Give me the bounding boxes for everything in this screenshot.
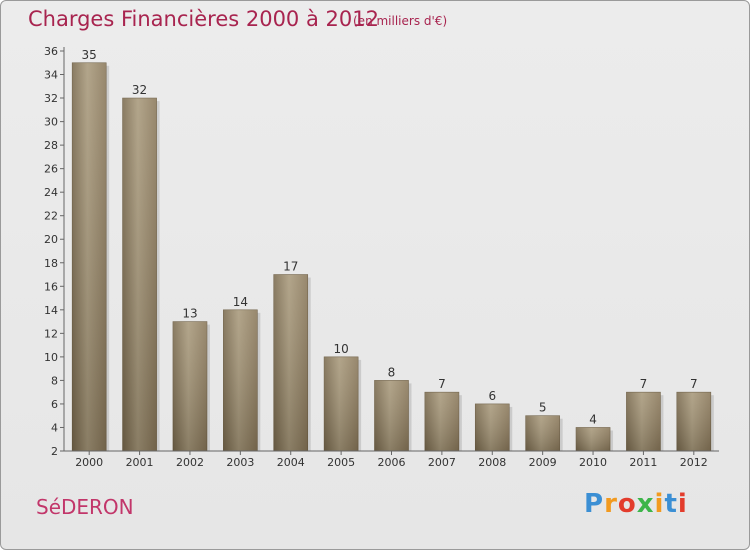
x-tick-label: 2005: [327, 456, 355, 469]
data-label: 10: [333, 342, 348, 356]
logo-letter: x: [636, 489, 655, 519]
chart-subtitle: (en milliers d'€): [353, 14, 448, 28]
data-label: 14: [233, 295, 248, 309]
y-tick-label: 16: [44, 280, 58, 293]
logo-letter: t: [664, 489, 678, 519]
y-tick-label: 32: [44, 92, 58, 105]
data-label: 7: [690, 377, 698, 391]
logo-letter: P: [584, 489, 605, 519]
bar-shade: [626, 392, 661, 451]
x-tick-label: 2008: [478, 456, 506, 469]
data-label: 32: [132, 83, 147, 97]
y-tick-label: 36: [44, 45, 58, 58]
bar-shade: [475, 403, 510, 451]
data-label: 8: [388, 365, 396, 379]
bar-shade: [525, 415, 560, 451]
bar-shade: [72, 62, 107, 451]
x-tick-label: 2009: [529, 456, 557, 469]
x-tick-label: 2004: [277, 456, 305, 469]
data-label: 6: [488, 389, 496, 403]
bar-shade: [576, 427, 611, 451]
y-tick-label: 20: [44, 233, 58, 246]
bar-shade: [273, 274, 308, 451]
y-tick-label: 28: [44, 139, 58, 152]
logo-letter: o: [617, 489, 637, 519]
data-label: 5: [539, 401, 547, 415]
proxiti-logo: Proxiti: [584, 489, 688, 519]
commune-name: SéDERON: [36, 495, 134, 519]
data-label: 35: [82, 48, 97, 62]
bar-shade: [172, 321, 207, 451]
x-tick-label: 2000: [75, 456, 103, 469]
y-tick-label: 22: [44, 210, 58, 223]
y-tick-label: 14: [44, 304, 58, 317]
logo-letter: i: [654, 489, 665, 519]
data-label: 13: [182, 307, 197, 321]
x-tick-label: 2006: [378, 456, 406, 469]
data-label: 7: [438, 377, 446, 391]
x-tick-label: 2010: [579, 456, 607, 469]
bar-shade: [324, 356, 359, 451]
x-tick-label: 2002: [176, 456, 204, 469]
y-tick-label: 26: [44, 163, 58, 176]
y-tick-label: 4: [51, 421, 58, 434]
logo-letter: r: [604, 489, 618, 519]
y-tick-label: 6: [51, 398, 58, 411]
data-label: 17: [283, 260, 298, 274]
x-tick-label: 2003: [226, 456, 254, 469]
y-tick-label: 10: [44, 351, 58, 364]
x-tick-label: 2012: [680, 456, 708, 469]
y-tick-label: 2: [51, 445, 58, 458]
bar-shade: [223, 309, 258, 451]
x-tick-label: 2011: [629, 456, 657, 469]
logo-letter: i: [677, 489, 688, 519]
bars: 35 32 13 14 17 10 8 7 6 5 4 7 7: [71, 48, 714, 452]
bar-shade: [676, 392, 711, 451]
x-axis: 2000 2001 2002 2003 2004 2005 2006 2007 2008 2009…: [64, 450, 719, 469]
x-tick-label: 2001: [126, 456, 154, 469]
y-tick-label: 18: [44, 257, 58, 270]
data-label: 7: [640, 377, 648, 391]
bar-shade: [424, 392, 459, 451]
data-label: 4: [589, 412, 597, 426]
y-tick-label: 34: [44, 69, 58, 82]
bar-shade: [122, 98, 157, 451]
x-tick-label: 2007: [428, 456, 456, 469]
y-tick-label: 30: [44, 116, 58, 129]
y-tick-label: 8: [51, 374, 58, 387]
y-tick-label: 12: [44, 327, 58, 340]
bar-shade: [374, 380, 409, 451]
y-tick-label: 24: [44, 186, 58, 199]
chart-title: Charges Financières 2000 à 2012: [28, 7, 379, 31]
